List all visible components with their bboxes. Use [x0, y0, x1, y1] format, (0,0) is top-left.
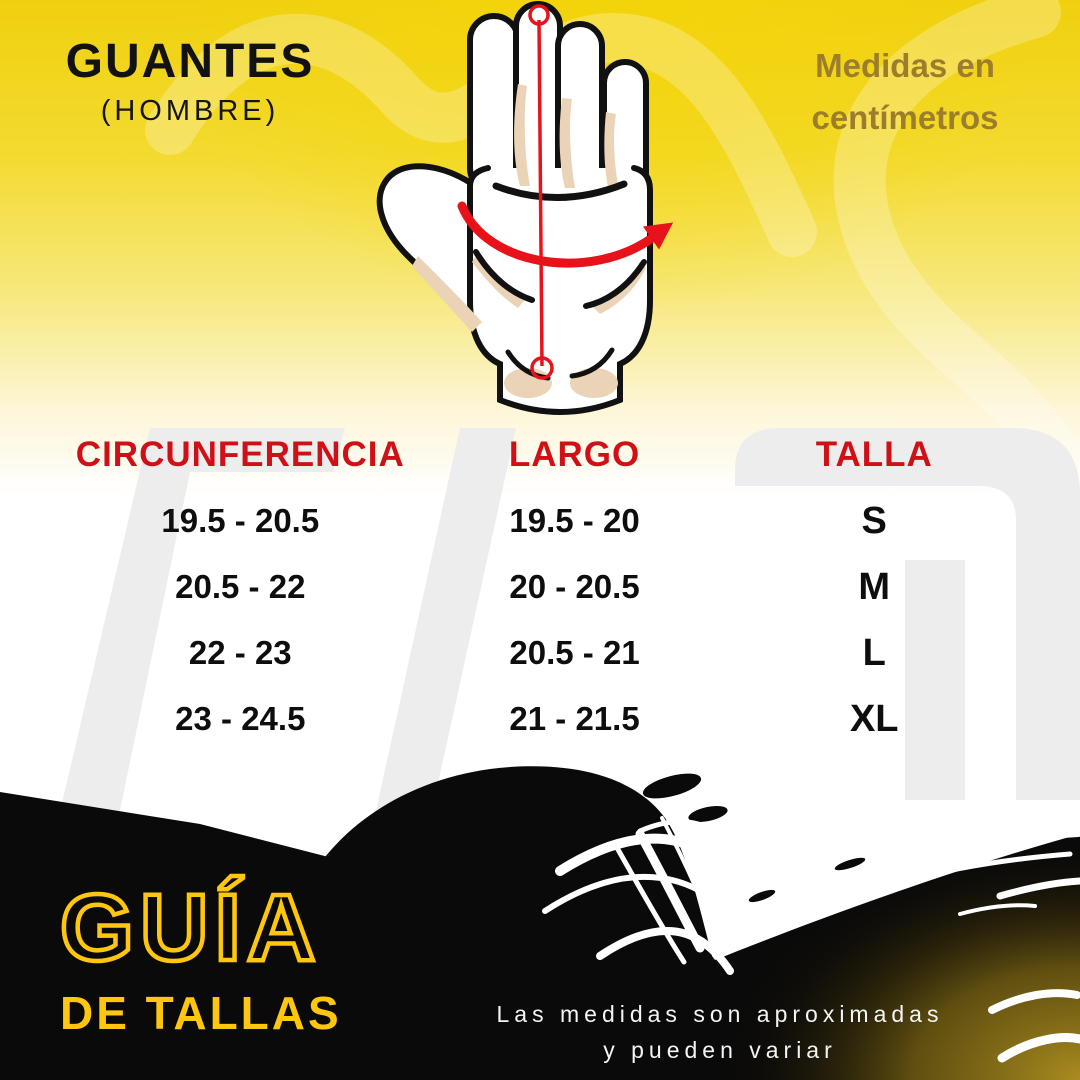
table-cell: 21 - 21.5	[509, 700, 640, 737]
brush-highlights	[542, 816, 1080, 1063]
length-measure-line	[537, 19, 544, 367]
disclaimer: Las medidas son aproximadas y pueden var…	[430, 996, 1010, 1068]
column-header-circunferencia: CIRCUNFERENCIA	[75, 435, 405, 474]
table-cell: L	[862, 631, 886, 674]
measurement-overlay	[457, 4, 674, 380]
brush-dabs	[101, 773, 866, 931]
circumference-arrowhead	[642, 222, 674, 250]
disclaimer-line2: y pueden variar	[603, 1037, 837, 1063]
size-table: CIRCUNFERENCIA LARGO TALLA 19.5 - 20.5 1…	[0, 422, 1080, 752]
table-cell: 19.5 - 20.5	[161, 502, 320, 539]
table-cell: 22 - 23	[188, 634, 292, 671]
column-header-largo: LARGO	[508, 435, 641, 474]
product-subtitle: (HOMBRE)	[100, 95, 280, 127]
units-note-line1: Medidas en	[815, 47, 995, 84]
length-end-circle	[530, 356, 554, 380]
table-cell: 19.5 - 20	[509, 502, 640, 539]
brush-stroke-band	[0, 766, 1080, 1080]
units-note-line2: centímetros	[811, 99, 999, 136]
table-cell: 20.5 - 21	[509, 634, 640, 671]
guide-title-outline: GUÍA	[58, 873, 322, 984]
guide-title-text: GUÍA	[60, 875, 322, 981]
column-header-talla: TALLA	[815, 435, 933, 474]
product-title: GUANTES	[65, 35, 315, 88]
palm	[470, 168, 650, 412]
hand-measurement-illustration	[358, 0, 700, 424]
units-note: Medidas en centímetros	[778, 40, 1032, 144]
circumference-arrow	[457, 201, 657, 268]
table-cell: 20 - 20.5	[509, 568, 640, 605]
table-cell: 20.5 - 22	[175, 568, 306, 605]
table-cell: M	[858, 565, 891, 608]
table-cell: XL	[849, 697, 899, 740]
table-cell: 23 - 24.5	[175, 700, 306, 737]
disclaimer-line1: Las medidas son aproximadas	[496, 1001, 944, 1027]
table-cell: S	[861, 499, 887, 542]
guide-subtitle: DE TALLAS	[60, 987, 342, 1039]
header-title-block: GUANTES (HOMBRE)	[58, 34, 322, 128]
hand-graphic	[376, 1, 674, 415]
length-start-circle	[528, 4, 550, 26]
